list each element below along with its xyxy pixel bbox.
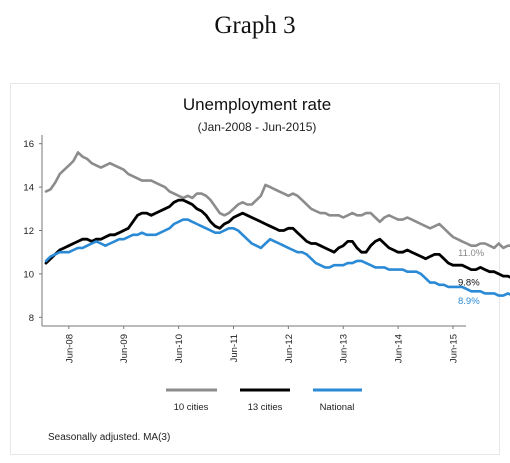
- end-labels: 11.0% 9.8% 8.9%: [458, 248, 485, 307]
- series-line-0: [44, 151, 510, 250]
- chart-panel: [10, 83, 500, 455]
- axes: 8 10 12 14 16 Jun-08 Jun-09 Jun-10 Jun-11 Jun-12 J…: [23, 135, 466, 363]
- footnote: Seasonally adjusted. MA(3): [48, 432, 171, 443]
- series-line-2: [44, 218, 510, 297]
- y-tick-label: 14: [23, 183, 34, 194]
- legend: 10 cities 13 cities National: [166, 388, 362, 413]
- chart-subtitle: (Jan-2008 - Jun-2015): [198, 120, 317, 134]
- y-tick-label: 8: [29, 313, 34, 324]
- y-tick-label: 10: [23, 269, 34, 280]
- x-tick-label: Jun-10: [174, 334, 185, 363]
- end-label-2: 8.9%: [458, 296, 480, 307]
- end-label-1: 9.8%: [458, 277, 480, 288]
- end-label-0: 11.0%: [458, 248, 485, 259]
- legend-label-1: 13 cities: [248, 402, 283, 413]
- x-tick-label: Jun-12: [284, 334, 295, 363]
- legend-label-2: National: [320, 402, 355, 413]
- series-lines: [44, 151, 510, 297]
- y-tick-label: 16: [23, 139, 34, 150]
- y-tick-label: 12: [23, 226, 34, 237]
- legend-label-0: 10 cities: [174, 402, 209, 413]
- chart-title: Unemployment rate: [183, 95, 331, 114]
- x-tick-label: Jun-11: [229, 334, 240, 362]
- graph-heading: Graph 3: [214, 12, 296, 39]
- x-tick-label: Jun-14: [394, 334, 405, 363]
- x-tick-label: Jun-09: [119, 334, 130, 363]
- x-tick-label: Jun-15: [449, 334, 460, 363]
- series-line-1: [44, 198, 510, 279]
- x-tick-label: Jun-08: [64, 334, 75, 363]
- x-tick-label: Jun-13: [339, 334, 350, 363]
